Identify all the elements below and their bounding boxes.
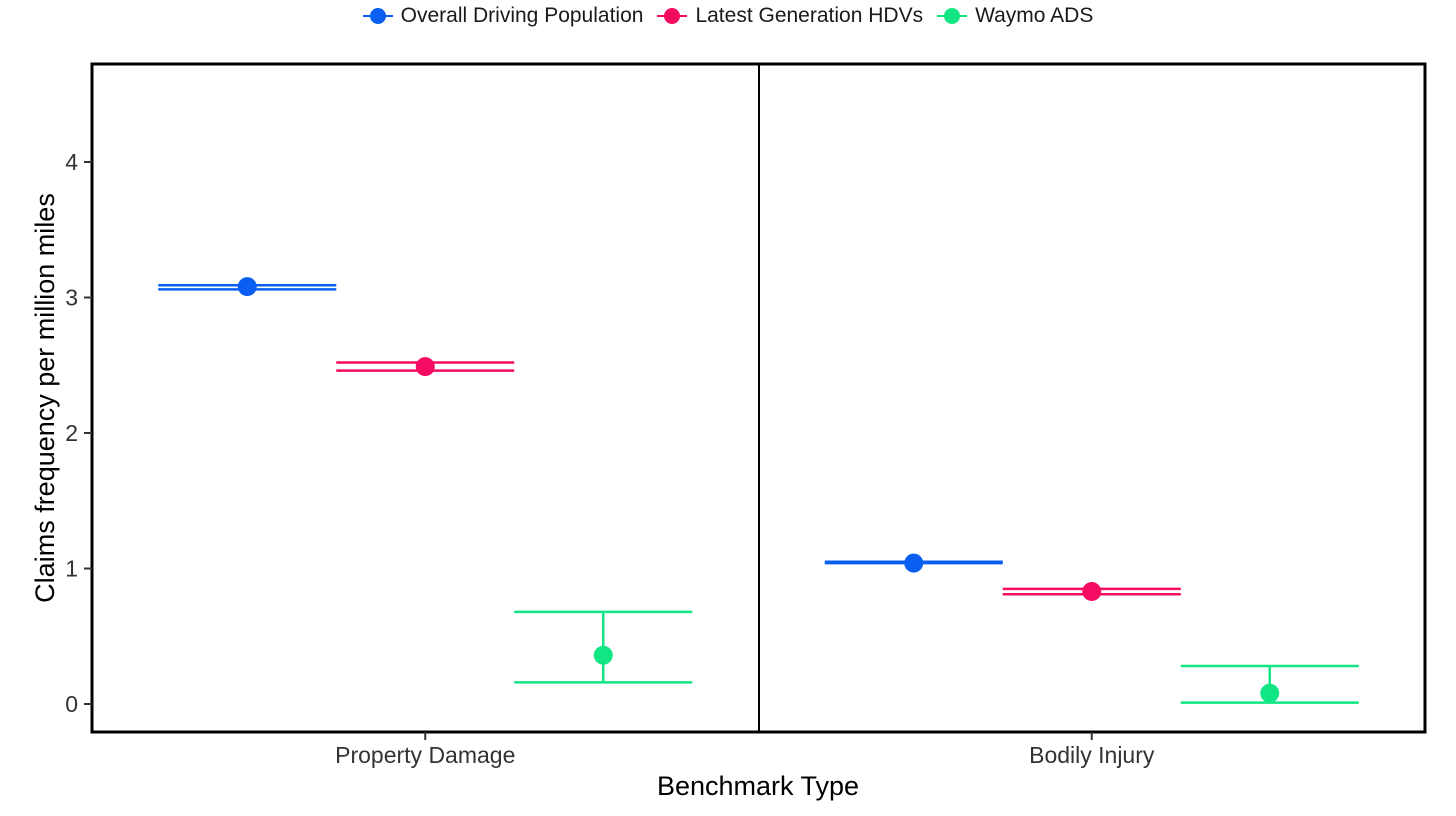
data-point xyxy=(1082,582,1102,602)
legend-item-latest-generation-hdvs: Latest Generation HDVs xyxy=(657,4,923,28)
y-axis-title: Claims frequency per million miles xyxy=(30,193,60,603)
legend: Overall Driving Population Latest Genera… xyxy=(0,2,1456,30)
y-tick-label: 4 xyxy=(65,149,78,175)
data-point xyxy=(593,645,613,665)
legend-label: Waymo ADS xyxy=(975,4,1094,27)
y-tick-label: 0 xyxy=(65,691,78,717)
legend-key-overall-driving-population xyxy=(362,8,393,24)
legend-key-waymo-ads xyxy=(937,8,968,24)
y-tick-label: 3 xyxy=(65,285,78,311)
y-tick-label: 1 xyxy=(65,556,78,582)
data-point xyxy=(1260,683,1280,703)
legend-key-latest-generation-hdvs xyxy=(657,8,688,24)
data-point xyxy=(237,277,257,297)
data-point xyxy=(904,553,924,573)
legend-item-waymo-ads: Waymo ADS xyxy=(937,4,1093,28)
legend-label: Latest Generation HDVs xyxy=(695,4,924,27)
x-axis-title: Benchmark Type xyxy=(657,771,859,801)
data-point xyxy=(415,357,435,377)
x-tick-label: Property Damage xyxy=(335,742,515,768)
legend-label: Overall Driving Population xyxy=(400,4,644,27)
y-tick-label: 2 xyxy=(65,420,78,446)
x-tick-label: Bodily Injury xyxy=(1029,742,1155,768)
legend-item-overall-driving-population: Overall Driving Population xyxy=(362,4,644,28)
